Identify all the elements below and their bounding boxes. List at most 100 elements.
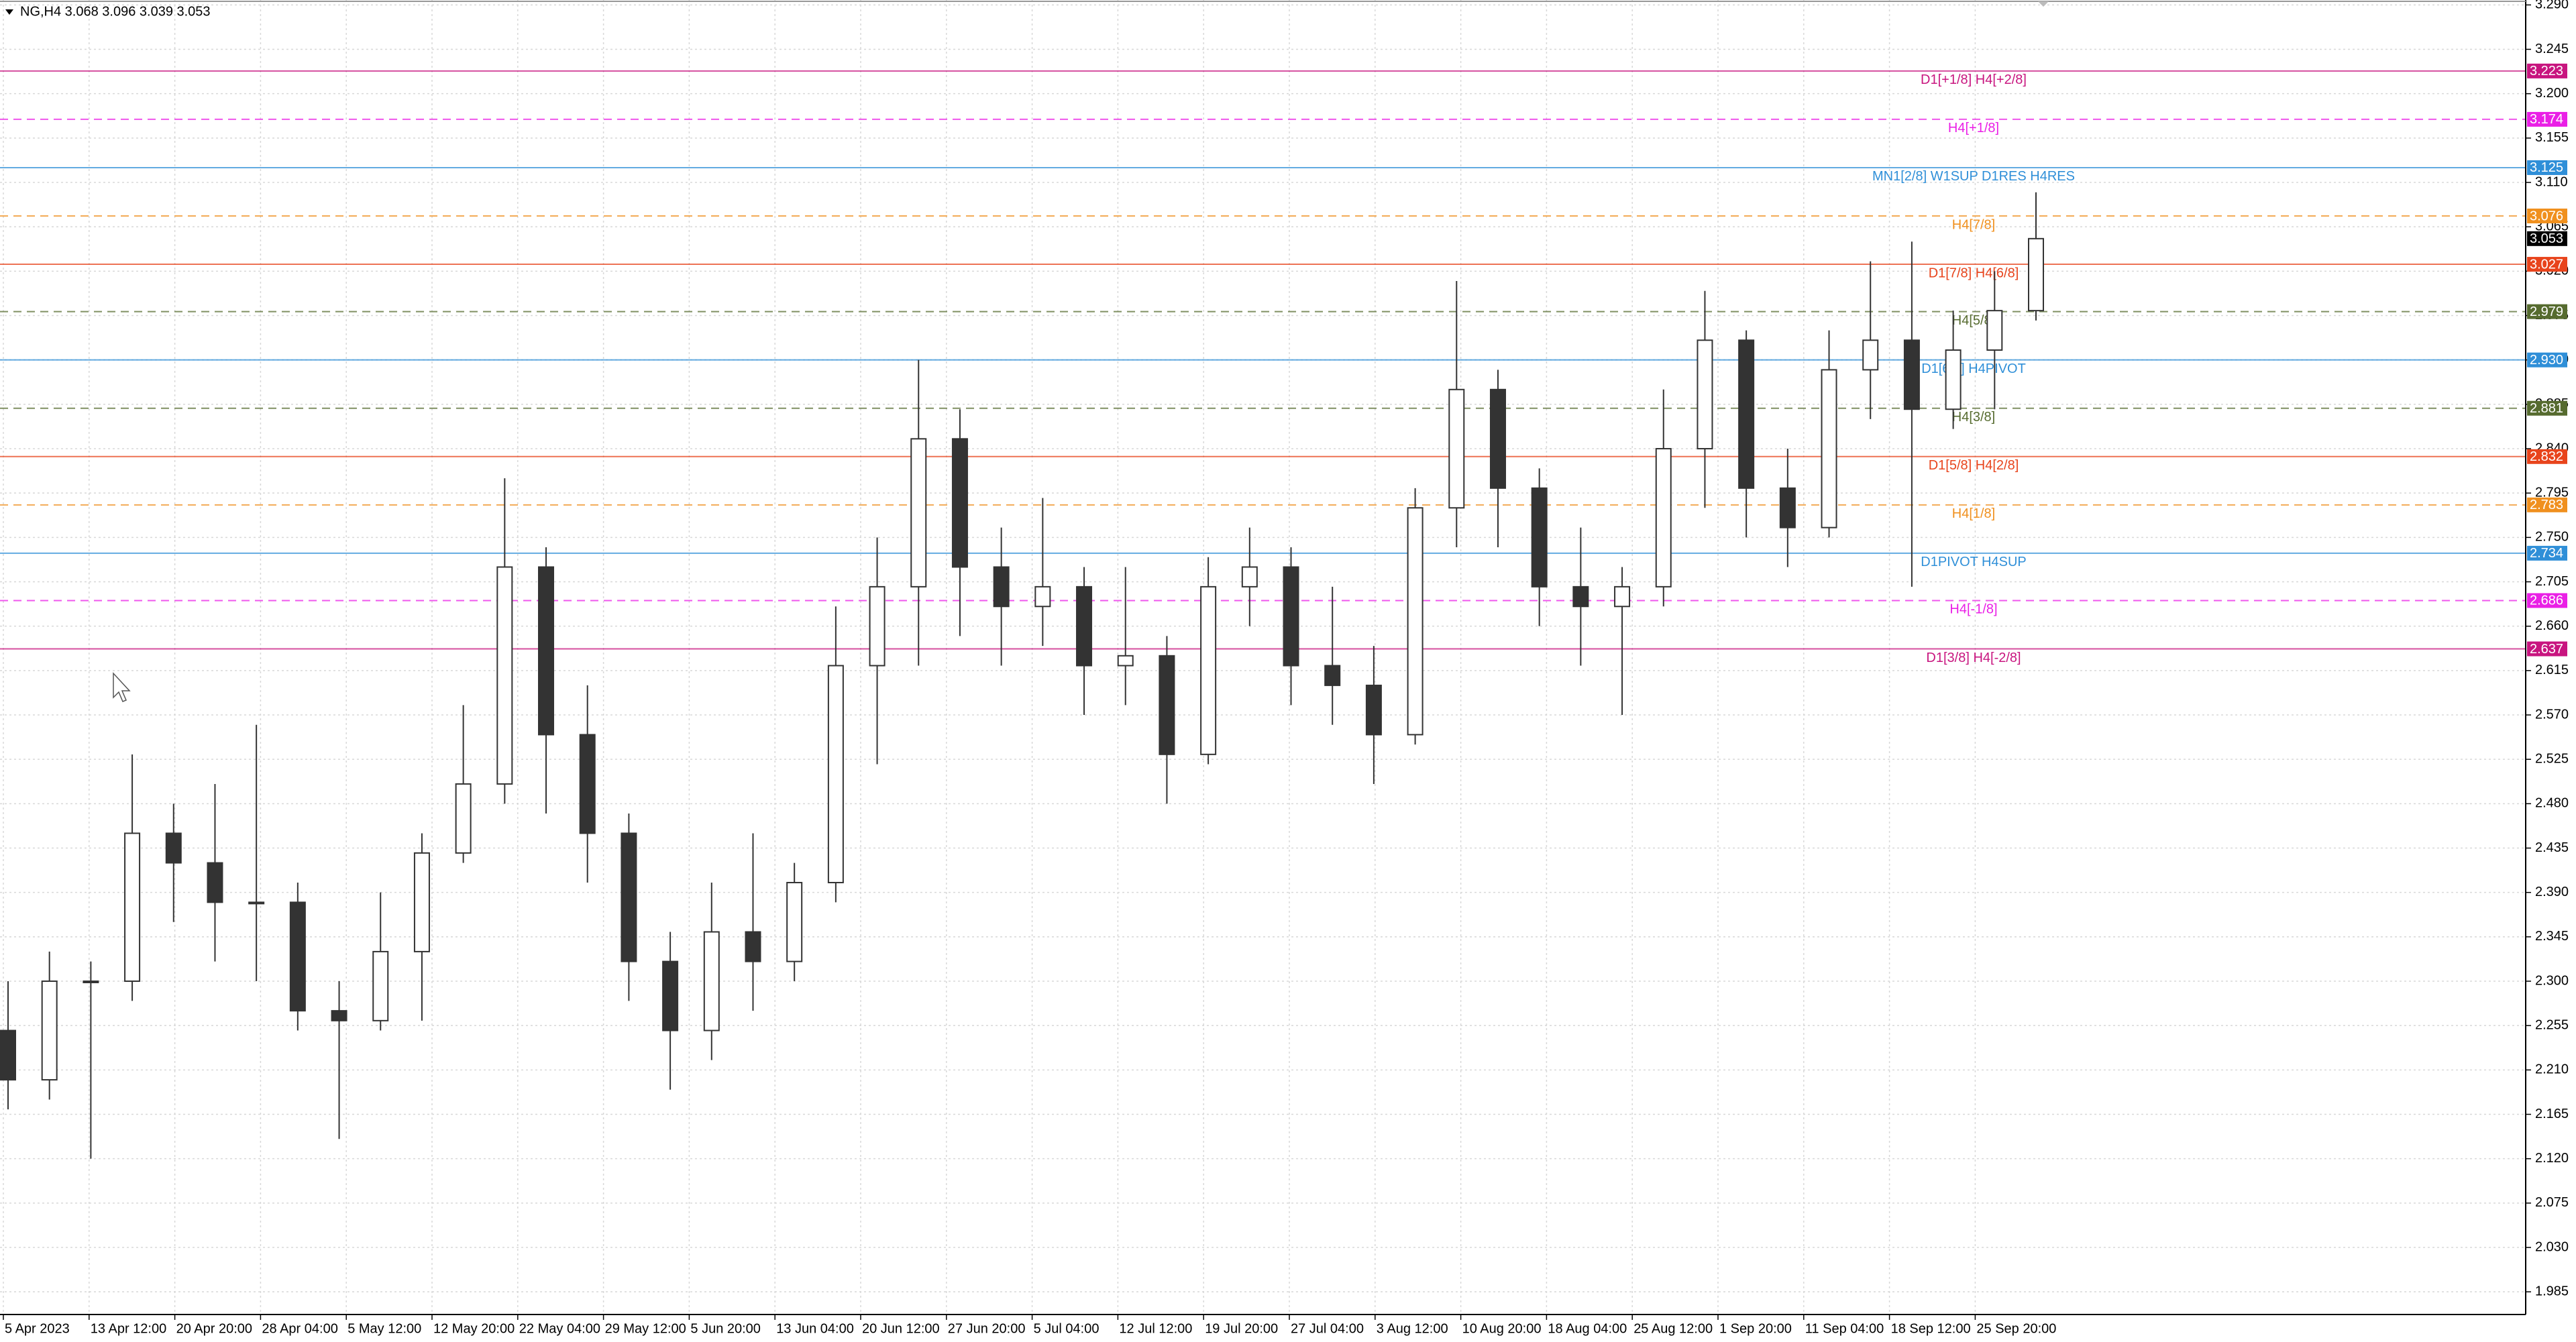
level-label: H4[3/8]	[1952, 410, 1995, 425]
candle-body	[372, 950, 389, 1021]
candle-body	[1407, 507, 1424, 736]
y-tick-label: 2.255	[2535, 1017, 2569, 1032]
candle-body	[165, 832, 182, 864]
y-tick-label: 3.290	[2535, 0, 2569, 12]
last-price-box	[2527, 231, 2567, 246]
levels: D1[+1/8] H4[+2/8] H4[+1/8] MN1[2/8] W1SUP …	[0, 70, 2526, 665]
level-price-box	[2527, 545, 2567, 561]
level-price-box	[2527, 400, 2567, 416]
y-tick-label: 1.985	[2535, 1284, 2569, 1298]
menu-arrow[interactable]	[5, 9, 13, 15]
y-tick-label: 3.245	[2535, 42, 2569, 56]
candle-body	[1117, 655, 1134, 667]
level-label: D1[6/8] H4PIVOT	[1921, 361, 2026, 376]
x-tick-label: 13 Apr 12:00	[91, 1321, 166, 1336]
candle-body	[289, 901, 306, 1012]
shift-marker	[2038, 1, 2049, 7]
x-tick-label: 25 Sep 20:00	[1976, 1321, 2056, 1336]
candle-body	[827, 665, 844, 883]
y-tick-label: 2.075	[2535, 1195, 2569, 1210]
candle-body	[1034, 585, 1051, 608]
candle-body	[1448, 388, 1465, 509]
y-tick-label: 2.480	[2535, 796, 2569, 811]
candle-body	[869, 585, 885, 667]
x-tick-label: 5 Jul 04:00	[1034, 1321, 1099, 1336]
level-price: 2.637	[2530, 642, 2563, 657]
grid	[0, 0, 2526, 1315]
level-price-box	[2527, 111, 2567, 127]
y-tick-label: 2.210	[2535, 1062, 2569, 1077]
y-tick-label: 2.435	[2535, 840, 2569, 855]
y-tick-label: 2.390	[2535, 885, 2569, 899]
level-price-box	[2527, 63, 2567, 78]
level-price: 2.979	[2530, 304, 2563, 319]
level-price: 2.881	[2530, 401, 2563, 416]
x-tick-label: 29 May 12:00	[605, 1321, 686, 1336]
x-tick-label: 13 Jun 04:00	[776, 1321, 854, 1336]
candle-body	[41, 981, 58, 1081]
y-tick-label: 2.345	[2535, 929, 2569, 944]
candle-body	[621, 832, 637, 962]
chart-title: NG,H4 3.068 3.096 3.039 3.053	[20, 4, 211, 19]
x-tick-label: 5 Apr 2023	[5, 1321, 70, 1336]
y-tick-label: 3.200	[2535, 86, 2569, 101]
x-tick-label: 18 Sep 12:00	[1891, 1321, 1971, 1336]
candle-body	[1200, 585, 1217, 755]
level-price: 2.930	[2530, 353, 2563, 368]
candle-body	[1283, 566, 1299, 667]
y-tick-label: 2.615	[2535, 663, 2569, 677]
x-tick-label: 5 May 12:00	[347, 1321, 421, 1336]
candle-body	[1076, 585, 1093, 667]
y-tick-label: 3.155	[2535, 130, 2569, 145]
x-tick-label: 1 Sep 20:00	[1719, 1321, 1792, 1336]
candles	[0, 192, 2044, 1159]
candle-body	[1159, 655, 1175, 755]
candle-body	[1489, 388, 1506, 489]
level-price: 3.125	[2530, 160, 2563, 175]
level-price-box	[2527, 257, 2567, 272]
candle-body	[207, 862, 223, 903]
level-label: H4[5/8]	[1952, 313, 1995, 328]
level-price-box	[2527, 593, 2567, 608]
level-price-box	[2527, 449, 2567, 464]
level-label: H4[-1/8]	[1949, 602, 1997, 617]
level-price-box	[2527, 304, 2567, 319]
candle-body	[745, 931, 761, 962]
level-price-box	[2527, 160, 2567, 175]
candle-body	[1241, 566, 1258, 588]
candle-body	[538, 566, 555, 736]
level-label: D1[5/8] H4[2/8]	[1929, 458, 2019, 473]
candle-body	[1821, 369, 1837, 528]
x-tick-label: 25 Aug 12:00	[1633, 1321, 1713, 1336]
x-tick-label: 3 Aug 12:00	[1377, 1321, 1448, 1336]
y-tick-label: 2.525	[2535, 751, 2569, 766]
x-tick-label: 10 Aug 20:00	[1462, 1321, 1542, 1336]
candle-body	[786, 881, 803, 962]
x-tick-label: 27 Jul 04:00	[1291, 1321, 1364, 1336]
candle-body	[455, 783, 472, 854]
candle-body	[993, 566, 1010, 608]
level-label: D1[7/8] H4[6/8]	[1929, 266, 2019, 280]
axis: 3.2903.2453.2003.1553.1103.0653.0202.975…	[3, 0, 2569, 1336]
candle-body	[2028, 237, 2044, 312]
candle-body	[1779, 487, 1796, 528]
level-price: 2.832	[2530, 449, 2563, 464]
candle-body	[1531, 487, 1548, 588]
level-price: 3.076	[2530, 209, 2563, 223]
y-tick-label: 3.110	[2535, 174, 2568, 189]
level-price: 3.174	[2530, 112, 2563, 127]
level-label: H4[1/8]	[1952, 506, 1995, 521]
y-tick-label: 2.120	[2535, 1151, 2569, 1166]
x-tick-label: 20 Jun 12:00	[862, 1321, 940, 1336]
level-price: 3.223	[2530, 64, 2563, 78]
y-tick-label: 2.750	[2535, 530, 2569, 545]
candle-body	[1738, 339, 1755, 489]
last-price: 3.053	[2530, 231, 2563, 246]
y-tick-label: 2.660	[2535, 618, 2569, 633]
candle-body	[579, 734, 596, 834]
candle-body	[703, 931, 720, 1031]
level-label: H4[+1/8]	[1948, 121, 1999, 135]
